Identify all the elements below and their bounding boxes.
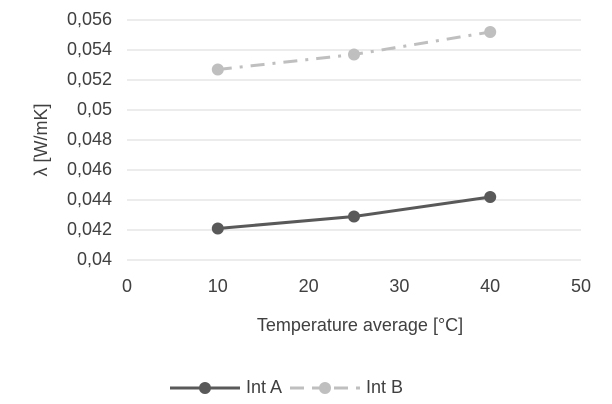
y-tick-label: 0,05	[77, 99, 112, 119]
y-tick-label: 0,04	[77, 249, 112, 269]
data-point	[211, 222, 224, 235]
y-tick-label: 0,056	[67, 9, 112, 29]
y-tick-label: 0,054	[67, 39, 112, 59]
y-tick-label: 0,046	[67, 159, 112, 179]
y-tick-label: 0,044	[67, 189, 112, 209]
y-tick-label: 0,042	[67, 219, 112, 239]
legend-label: Int B	[366, 377, 403, 397]
x-tick-label: 50	[571, 276, 591, 296]
data-point	[348, 210, 360, 223]
x-tick-label: 0	[122, 276, 132, 296]
y-tick-label: 0,048	[67, 129, 112, 149]
legend-label: Int A	[246, 377, 282, 397]
legend-marker	[199, 382, 211, 394]
x-tick-label: 20	[299, 276, 319, 296]
data-point	[484, 26, 497, 38]
y-tick-label: 0,052	[67, 69, 112, 89]
data-point	[484, 191, 497, 203]
data-point	[211, 63, 224, 76]
x-tick-label: 40	[480, 276, 500, 296]
y-axis-title: λ [W/mK]	[31, 104, 51, 177]
x-axis-title: Temperature average [°C]	[257, 315, 463, 335]
legend-marker	[319, 382, 331, 394]
x-tick-label: 30	[389, 276, 409, 296]
data-point	[348, 48, 360, 61]
x-tick-label: 10	[208, 276, 228, 296]
